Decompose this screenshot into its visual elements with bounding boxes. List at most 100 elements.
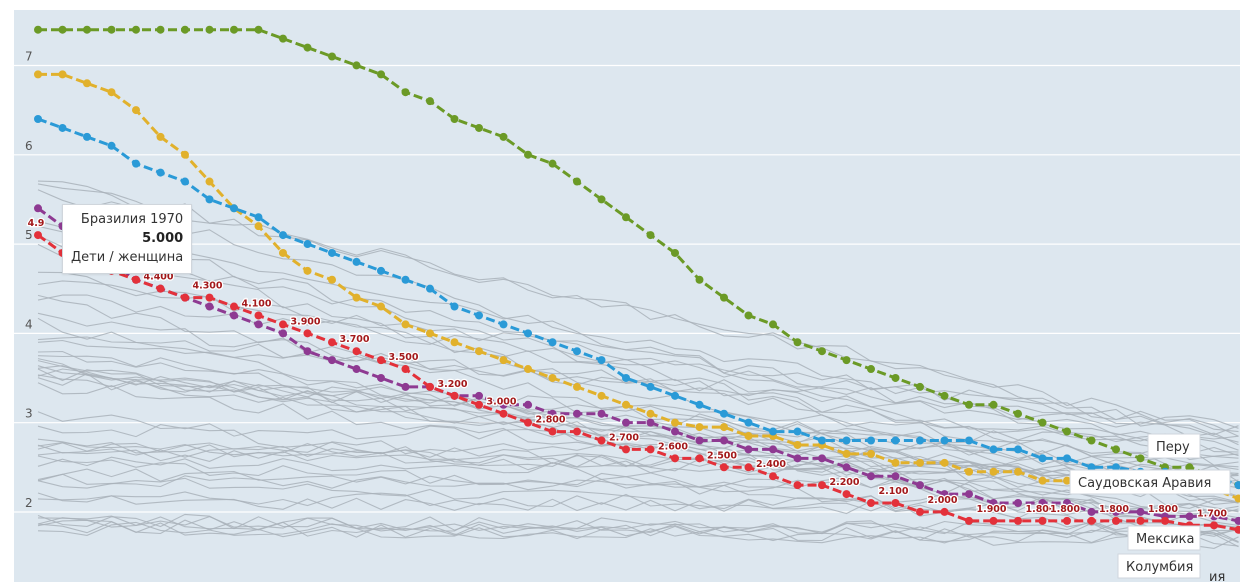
series-point[interactable] [205, 177, 214, 186]
series-point[interactable] [1014, 467, 1022, 476]
series-point[interactable] [426, 97, 434, 106]
series-point[interactable] [524, 400, 532, 409]
series-point[interactable] [1112, 516, 1120, 525]
series-point[interactable] [769, 427, 777, 436]
series-point[interactable] [818, 347, 826, 356]
series-point[interactable] [1136, 516, 1145, 525]
series-point[interactable] [1087, 436, 1096, 445]
series-point[interactable] [303, 240, 312, 249]
series-point[interactable] [328, 52, 336, 61]
series-point[interactable] [695, 454, 704, 463]
series-point[interactable] [401, 382, 410, 391]
series-point[interactable] [34, 70, 42, 79]
series-point[interactable] [107, 88, 116, 97]
series-point[interactable] [842, 449, 851, 458]
series-point[interactable] [842, 436, 851, 445]
series-point[interactable] [695, 423, 704, 432]
series-point[interactable] [818, 481, 826, 490]
series-point[interactable] [867, 365, 875, 374]
series-point[interactable] [377, 70, 385, 79]
series-point[interactable] [450, 302, 459, 311]
series-point[interactable] [156, 132, 165, 141]
series-point[interactable] [475, 123, 483, 132]
series-point[interactable] [720, 436, 728, 445]
series-point[interactable] [1063, 516, 1071, 525]
series-point[interactable] [744, 432, 753, 441]
series-point[interactable] [450, 391, 459, 400]
series-point[interactable] [989, 499, 998, 507]
series-point[interactable] [475, 311, 483, 320]
series-point[interactable] [1234, 516, 1240, 525]
series-point[interactable] [230, 302, 238, 311]
series-point[interactable] [744, 311, 753, 320]
series-point[interactable] [524, 150, 532, 159]
series-point[interactable] [720, 293, 728, 302]
series-point[interactable] [1185, 463, 1194, 472]
series-point[interactable] [352, 61, 361, 70]
series-point[interactable] [965, 436, 973, 445]
series-point[interactable] [83, 25, 91, 34]
series-point[interactable] [230, 25, 238, 34]
series-point[interactable] [965, 400, 973, 409]
series-point[interactable] [401, 88, 410, 97]
series-point[interactable] [58, 123, 67, 132]
series-point[interactable] [132, 25, 140, 34]
series-point[interactable] [499, 320, 508, 329]
series-point[interactable] [1038, 476, 1047, 485]
series-point[interactable] [328, 356, 336, 365]
series-point[interactable] [132, 106, 140, 115]
series-point[interactable] [622, 445, 630, 454]
series-point[interactable] [1063, 476, 1071, 485]
series-point[interactable] [793, 440, 802, 449]
series-point[interactable] [548, 373, 557, 382]
series-point[interactable] [303, 329, 312, 338]
series-point[interactable] [401, 365, 410, 374]
series-point[interactable] [671, 454, 679, 463]
series-point[interactable] [426, 329, 434, 338]
series-point[interactable] [34, 231, 42, 240]
series-point[interactable] [279, 320, 287, 329]
series-point[interactable] [548, 159, 557, 168]
series-point[interactable] [818, 454, 826, 463]
series-point[interactable] [622, 213, 630, 222]
series-point[interactable] [867, 499, 875, 507]
series-point[interactable] [254, 311, 263, 320]
series-point[interactable] [1038, 516, 1047, 525]
series-point[interactable] [254, 25, 263, 34]
series-point[interactable] [1087, 507, 1096, 516]
series-point[interactable] [450, 338, 459, 347]
series-point[interactable] [254, 213, 263, 222]
series-point[interactable] [426, 284, 434, 293]
series-point[interactable] [1038, 418, 1047, 427]
series-point[interactable] [597, 436, 606, 445]
series-point[interactable] [842, 356, 851, 365]
series-point[interactable] [671, 248, 679, 257]
series-point[interactable] [622, 400, 630, 409]
series-point[interactable] [279, 231, 287, 240]
series-point[interactable] [377, 356, 385, 365]
series-point[interactable] [1087, 463, 1096, 472]
series-point[interactable] [940, 507, 949, 516]
series-point[interactable] [597, 391, 606, 400]
series-point[interactable] [671, 391, 679, 400]
series-point[interactable] [1014, 499, 1022, 507]
series-point[interactable] [597, 195, 606, 204]
series-point[interactable] [940, 490, 949, 499]
series-point[interactable] [83, 132, 91, 141]
series-point[interactable] [181, 293, 189, 302]
series-point[interactable] [450, 115, 459, 124]
series-point[interactable] [1161, 516, 1169, 525]
series-point[interactable] [1014, 445, 1022, 454]
series-point[interactable] [695, 400, 704, 409]
series-point[interactable] [524, 329, 532, 338]
series-point[interactable] [475, 347, 483, 356]
series-point[interactable] [279, 34, 287, 43]
series-point[interactable] [720, 409, 728, 418]
series-point[interactable] [524, 418, 532, 427]
series-point[interactable] [377, 302, 385, 311]
series-point[interactable] [744, 463, 753, 472]
series-point[interactable] [573, 382, 581, 391]
series-point[interactable] [989, 400, 998, 409]
series-point[interactable] [769, 472, 777, 481]
series-point[interactable] [720, 423, 728, 432]
